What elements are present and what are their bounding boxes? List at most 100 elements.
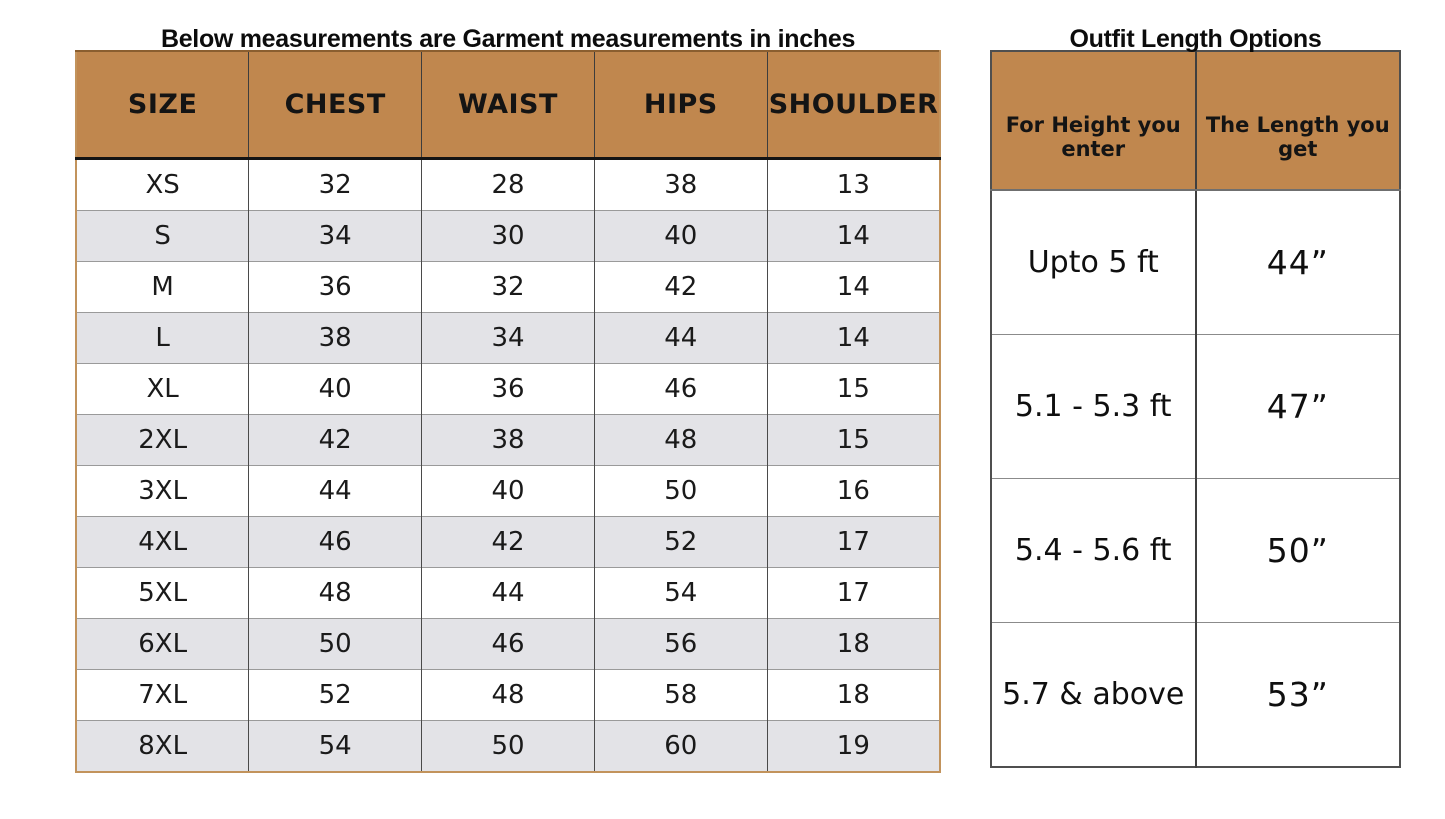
- table-row: 6XL 50 46 56 18: [76, 618, 940, 670]
- table-row: 4XL 46 42 52 17: [76, 516, 940, 568]
- table-cell: 42: [421, 516, 595, 568]
- table-row: S 34 30 40 14: [76, 210, 940, 262]
- table-cell: 46: [248, 516, 422, 568]
- table-cell: 44: [593, 312, 768, 364]
- table-cell: 6XL: [76, 618, 249, 670]
- table-cell: 52: [248, 669, 422, 721]
- table-cell: XL: [76, 363, 249, 415]
- table-row: 5.1 - 5.3 ft 47”: [991, 334, 1400, 479]
- column-header-height: For Height you enter: [991, 51, 1196, 191]
- table-cell: 42: [593, 261, 768, 313]
- table-cell: 50: [248, 618, 422, 670]
- table-row: 7XL 52 48 58 18: [76, 669, 940, 721]
- table-cell: 38: [421, 414, 595, 466]
- table-cell: 32: [421, 261, 595, 313]
- table-cell: M: [76, 261, 249, 313]
- table-cell: 44: [248, 465, 422, 517]
- table-cell: 18: [766, 669, 940, 721]
- table-cell: 19: [766, 720, 940, 772]
- table-row: 5.7 & above 53”: [991, 622, 1400, 767]
- table-row: 8XL 54 50 60 19: [76, 720, 940, 772]
- table-cell: 32: [248, 158, 422, 211]
- table-cell: 50: [593, 465, 768, 517]
- table-cell: 58: [593, 669, 768, 721]
- garment-measurements-title: Below measurements are Garment measureme…: [160, 25, 856, 53]
- table-cell: 5.1 - 5.3 ft: [991, 334, 1196, 479]
- outfit-length-table: For Height you enter The Length you get …: [990, 50, 1401, 768]
- table-cell: 54: [248, 720, 422, 772]
- table-row: 5.4 - 5.6 ft 50”: [991, 478, 1400, 623]
- table-cell: 28: [421, 158, 595, 211]
- table-row: 2XL 42 38 48 15: [76, 414, 940, 466]
- table-cell: 34: [248, 210, 422, 262]
- table-cell: 36: [421, 363, 595, 415]
- table-cell: 46: [421, 618, 595, 670]
- table-cell: 17: [766, 516, 940, 568]
- outfit-length-title: Outfit Length Options: [1069, 25, 1322, 53]
- table-cell: 30: [421, 210, 595, 262]
- table-cell: 48: [421, 669, 595, 721]
- outfit-length-body: Upto 5 ft 44” 5.1 - 5.3 ft 47” 5.4 - 5.6 ft 5…: [991, 189, 1400, 767]
- table-cell: 17: [766, 567, 940, 619]
- garment-measurements-body: XS 32 28 38 13 S 34 30 40 14 M 36 32 42 14 L 38 34 44 14 XL 4…: [76, 158, 940, 772]
- table-cell: 5.4 - 5.6 ft: [991, 478, 1196, 623]
- table-cell: 15: [766, 414, 940, 466]
- table-cell: 2XL: [76, 414, 249, 466]
- table-cell: 52: [593, 516, 768, 568]
- table-cell: 38: [593, 158, 768, 211]
- table-cell: 48: [593, 414, 768, 466]
- column-header-shoulder: SHOULDER: [766, 51, 940, 160]
- table-cell: 14: [766, 261, 940, 313]
- column-header-chest: CHEST: [248, 51, 422, 160]
- table-cell: 50”: [1194, 478, 1400, 623]
- table-cell: 42: [248, 414, 422, 466]
- table-cell: 16: [766, 465, 940, 517]
- table-cell: 18: [766, 618, 940, 670]
- table-row: L 38 34 44 14: [76, 312, 940, 364]
- table-cell: 38: [248, 312, 422, 364]
- table-cell: 54: [593, 567, 768, 619]
- table-cell: 4XL: [76, 516, 249, 568]
- table-cell: 46: [593, 363, 768, 415]
- garment-measurements-table: SIZE CHEST WAIST HIPS SHOULDER XS 32 28 38 1…: [75, 50, 941, 773]
- table-header-row: SIZE CHEST WAIST HIPS SHOULDER: [76, 51, 940, 160]
- table-cell: 56: [593, 618, 768, 670]
- table-row: XS 32 28 38 13: [76, 158, 940, 211]
- table-header-row: For Height you enter The Length you get: [991, 51, 1400, 191]
- table-cell: 44: [421, 567, 595, 619]
- table-cell: 5.7 & above: [991, 622, 1196, 767]
- table-row: Upto 5 ft 44”: [991, 189, 1400, 335]
- table-cell: 34: [421, 312, 595, 364]
- table-cell: 5XL: [76, 567, 249, 619]
- column-header-hips: HIPS: [593, 51, 768, 160]
- column-header-length: The Length you get: [1194, 51, 1400, 191]
- garment-measurements-section: Below measurements are Garment measureme…: [75, 0, 941, 773]
- table-row: XL 40 36 46 15: [76, 363, 940, 415]
- table-cell: 8XL: [76, 720, 249, 772]
- table-cell: 40: [593, 210, 768, 262]
- table-cell: 50: [421, 720, 595, 772]
- table-cell: 44”: [1194, 189, 1400, 335]
- table-cell: 36: [248, 261, 422, 313]
- table-cell: 14: [766, 312, 940, 364]
- table-row: M 36 32 42 14: [76, 261, 940, 313]
- table-cell: Upto 5 ft: [991, 189, 1196, 335]
- table-cell: L: [76, 312, 249, 364]
- table-cell: 60: [593, 720, 768, 772]
- column-header-size: SIZE: [76, 51, 249, 160]
- table-cell: XS: [76, 158, 249, 211]
- table-cell: S: [76, 210, 249, 262]
- table-cell: 3XL: [76, 465, 249, 517]
- table-cell: 53”: [1194, 622, 1400, 767]
- table-cell: 48: [248, 567, 422, 619]
- table-cell: 40: [248, 363, 422, 415]
- column-header-waist: WAIST: [421, 51, 595, 160]
- table-cell: 47”: [1194, 334, 1400, 479]
- table-row: 3XL 44 40 50 16: [76, 465, 940, 517]
- outfit-length-section: Outfit Length Options For Height you ent…: [990, 0, 1401, 768]
- table-cell: 14: [766, 210, 940, 262]
- table-cell: 40: [421, 465, 595, 517]
- table-cell: 15: [766, 363, 940, 415]
- table-cell: 13: [766, 158, 940, 211]
